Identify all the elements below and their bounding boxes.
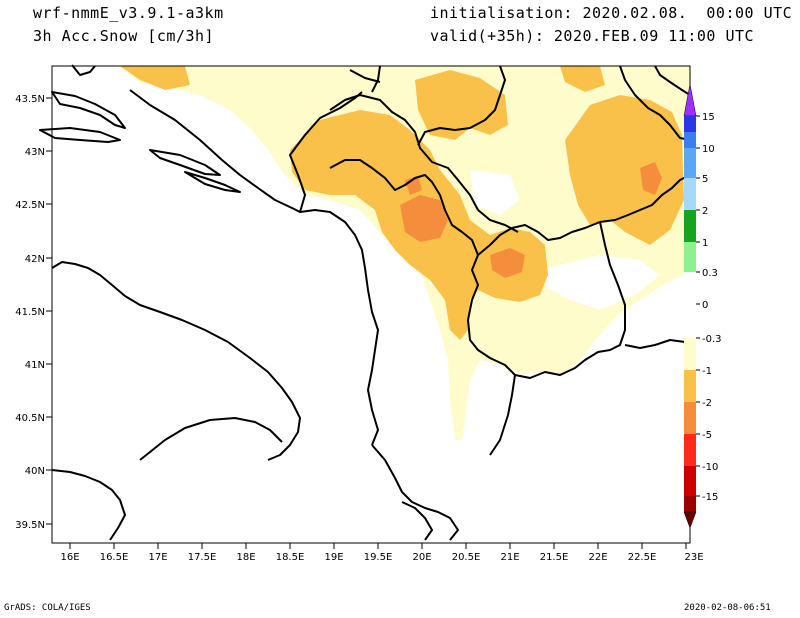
coastlines (39, 64, 459, 541)
lat-label: 40N (25, 466, 45, 477)
lat-label: 39.5N (15, 520, 45, 531)
legend-label: -5 (702, 430, 712, 441)
lat-label: 40.5N (15, 413, 45, 424)
lon-label: 23E (684, 552, 703, 563)
legend-swatch (684, 496, 696, 512)
legend-label: -2 (702, 398, 712, 409)
lon-label: 22E (588, 552, 607, 563)
legend-swatch (684, 402, 696, 434)
legend-swatch (684, 434, 696, 466)
legend-swatch (684, 304, 696, 338)
lat-label: 43.5N (15, 94, 45, 105)
lon-label: 17.5E (188, 552, 217, 563)
legend-swatch (684, 370, 696, 402)
lat-label: 42.5N (15, 200, 45, 211)
snow-light-area (470, 170, 520, 215)
field-title: 3h Acc.Snow [cm/3h] (33, 27, 215, 45)
lat-label: 41N (25, 360, 45, 371)
snow-heavy-area (400, 195, 448, 242)
legend-swatch (684, 272, 696, 304)
legend-swatch (684, 466, 696, 496)
legend-swatch (684, 178, 696, 210)
lat-label: 41.5N (15, 307, 45, 318)
legend-label: 0.3 (702, 268, 718, 279)
legend-label: -10 (702, 462, 718, 473)
lon-label: 19E (324, 552, 343, 563)
snow-moderate-area (415, 70, 508, 140)
legend-label: 2 (702, 206, 708, 217)
snow-heavy-area (490, 248, 525, 278)
lon-label: 18E (236, 552, 255, 563)
lon-label: 16.5E (100, 552, 129, 563)
snow-moderate-area (565, 95, 684, 245)
legend-label: 10 (702, 144, 715, 155)
legend-label: 5 (702, 174, 708, 185)
footer-timestamp: 2020-02-08-06:51 (684, 603, 771, 613)
legend-label: 0 (702, 300, 708, 311)
legend-bottom-triangle (683, 511, 697, 529)
lon-label: 21.5E (540, 552, 569, 563)
legend-swatch (684, 148, 696, 178)
legend-swatch (684, 338, 696, 370)
legend-label: 15 (702, 112, 715, 123)
color-legend: 15 10 5 2 1 0.3 0 -0.3 -1 -2 -5 -10 -15 (683, 83, 722, 529)
valid-time: valid(+35h): 2020.FEB.09 11:00 UTC (430, 27, 755, 45)
lon-label: 20E (412, 552, 431, 563)
legend-label: 1 (702, 238, 708, 249)
lat-label: 43N (25, 147, 45, 158)
lon-label: 19.5E (364, 552, 393, 563)
snow-heavy-area (405, 176, 422, 195)
snow-light-area (540, 255, 660, 310)
legend-label: -1 (702, 366, 712, 377)
legend-swatch (684, 116, 696, 132)
country-borders (289, 65, 693, 456)
legend-swatch (684, 132, 696, 148)
lon-axis (69, 543, 687, 549)
legend-swatch (684, 242, 696, 272)
lon-label: 20.5E (452, 552, 481, 563)
legend-label: -0.3 (702, 334, 722, 345)
lat-label: 42N (25, 254, 45, 265)
lon-label: 16E (60, 552, 79, 563)
snow-moderate-area (120, 66, 190, 90)
snow-heavy-area (640, 162, 662, 195)
legend-label: -15 (702, 492, 718, 503)
lat-axis (46, 97, 52, 525)
lon-label: 22.5E (628, 552, 657, 563)
legend-swatch (684, 210, 696, 242)
snow-moderate-area (560, 66, 605, 92)
lon-label: 17E (148, 552, 167, 563)
lon-label: 21E (500, 552, 519, 563)
snow-field (118, 66, 690, 440)
footer-credit: GrADS: COLA/IGES (4, 603, 91, 613)
model-title: wrf-nmmE_v3.9.1-a3km (33, 4, 224, 22)
lon-label: 18.5E (276, 552, 305, 563)
init-time: initialisation: 2020.02.08. 00:00 UTC (430, 4, 793, 22)
